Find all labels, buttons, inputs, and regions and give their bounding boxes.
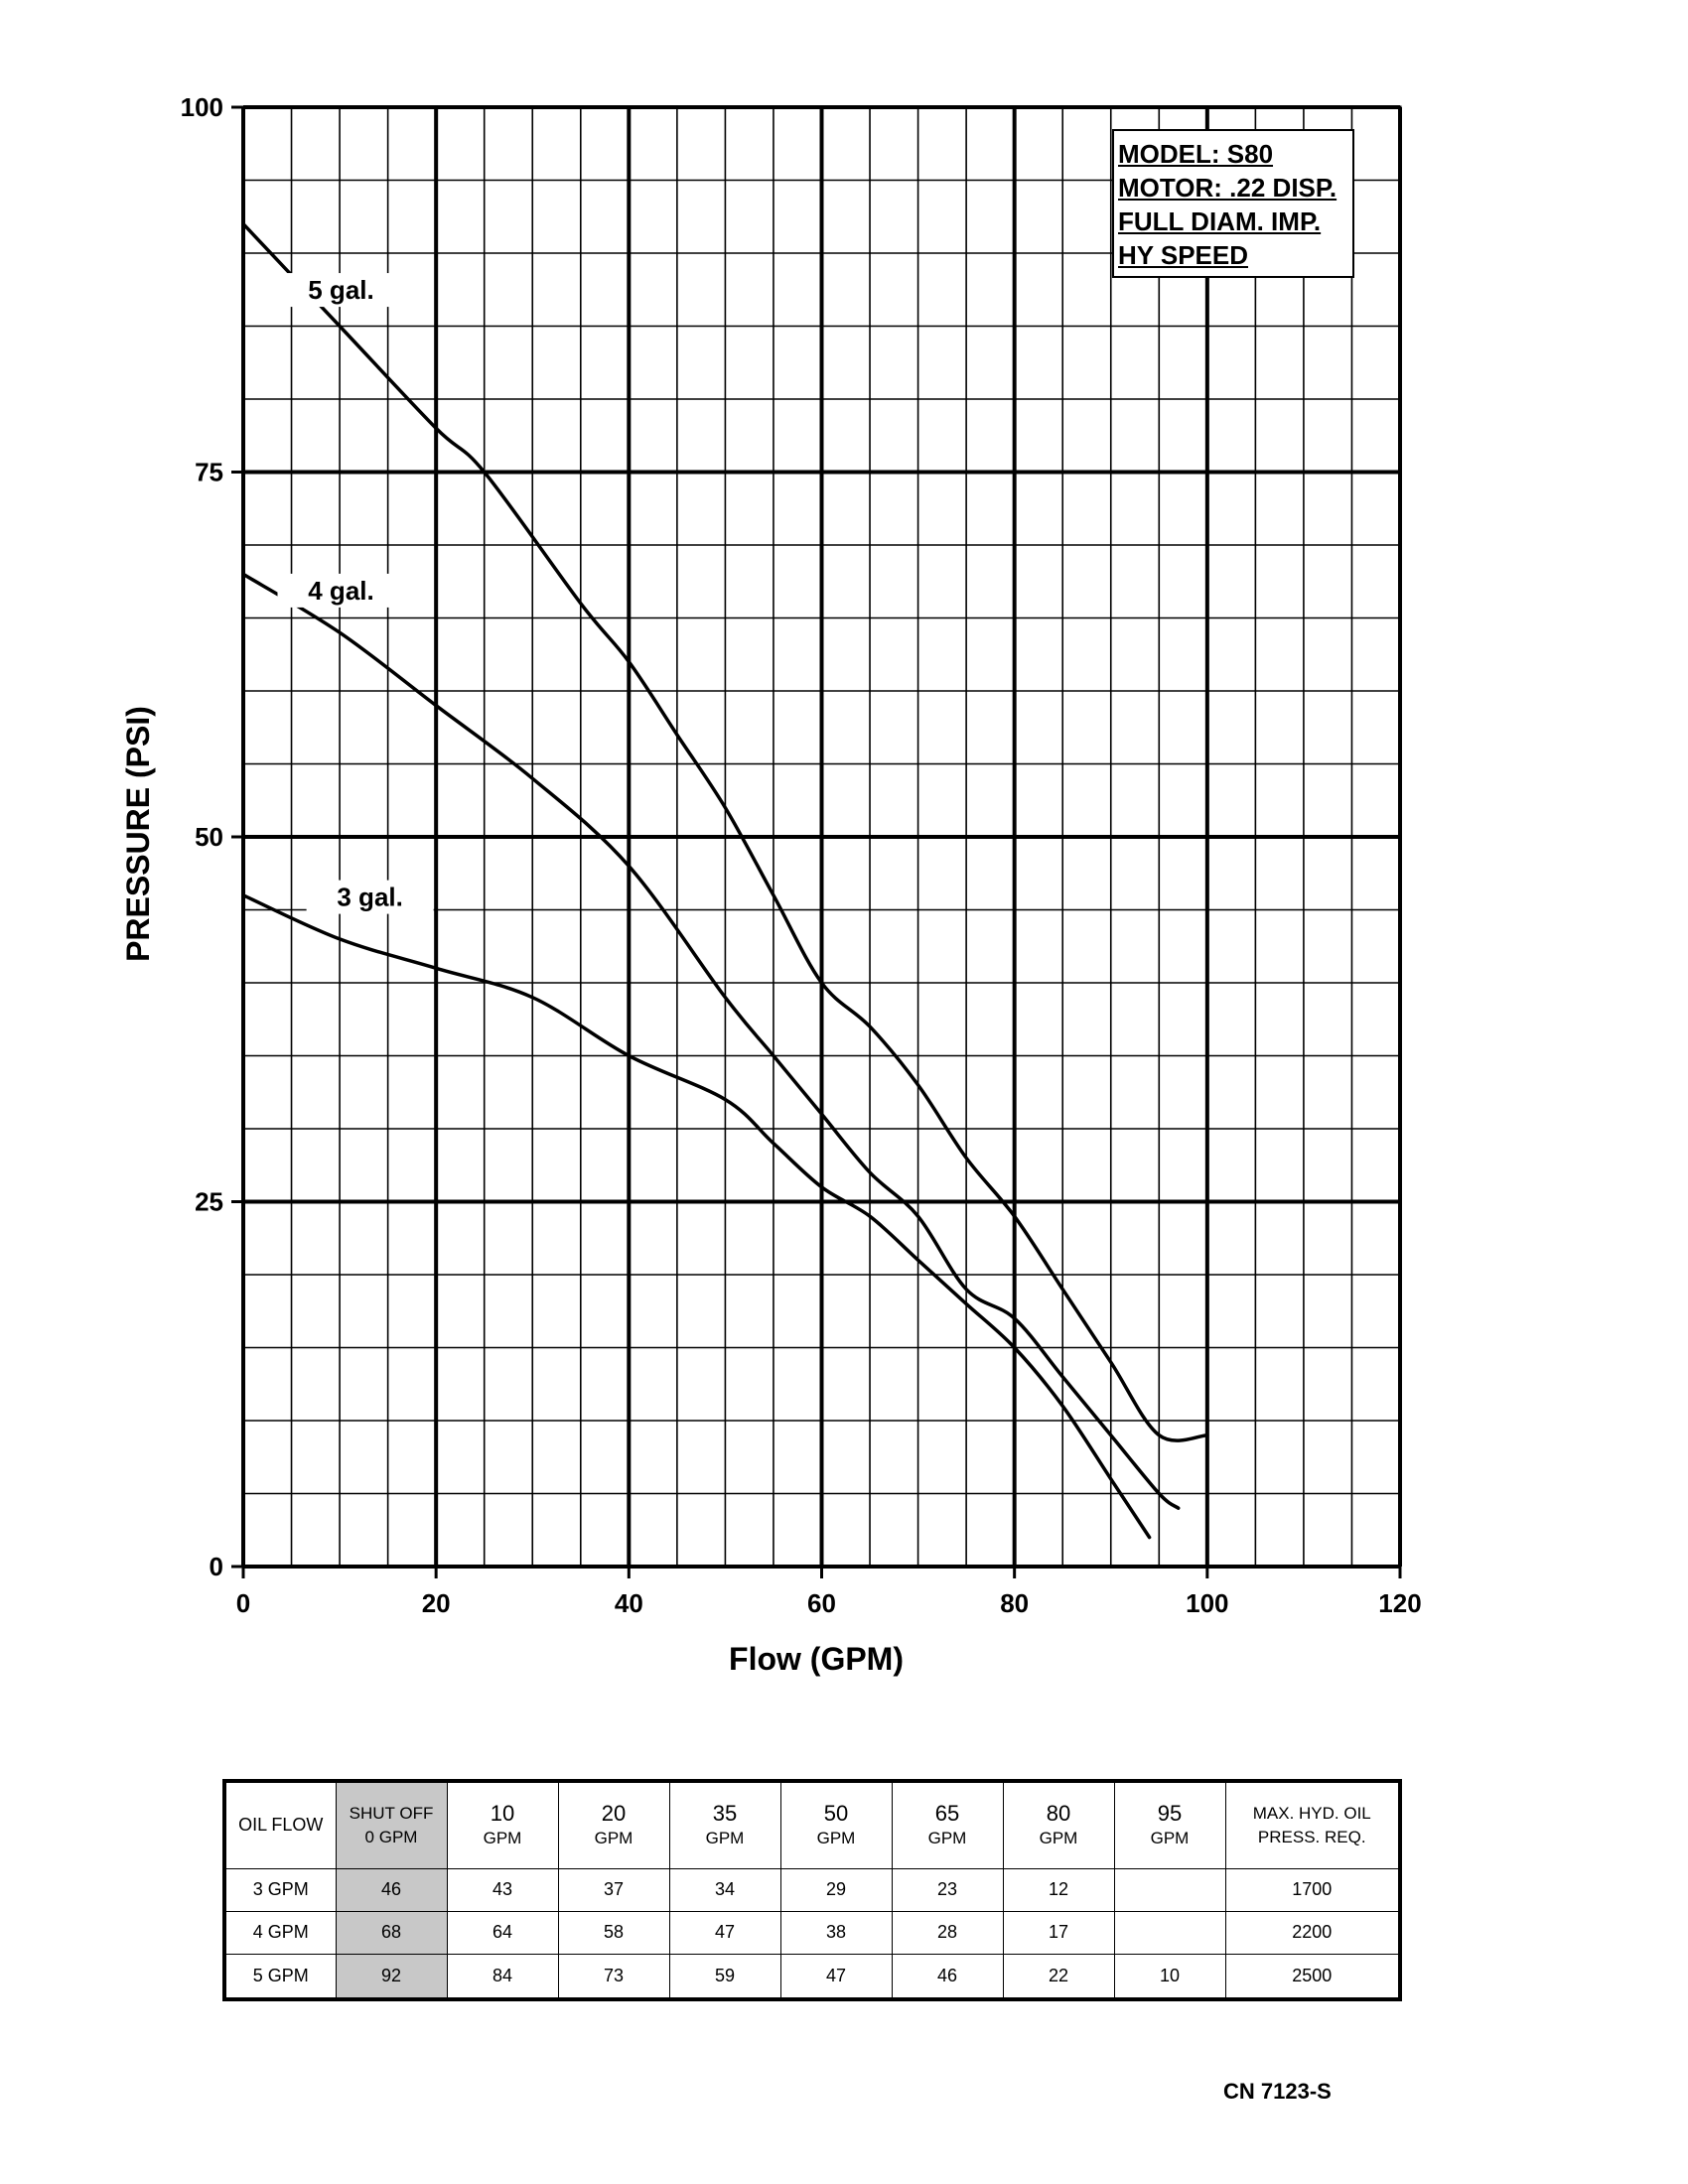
flow-unit: GPM: [1039, 1828, 1078, 1847]
x-tick-label: 120: [1378, 1588, 1421, 1618]
chart-grid: [241, 105, 1402, 1569]
flow-column-header: 35 GPM: [668, 1780, 781, 1869]
x-tick-label: 100: [1186, 1588, 1228, 1618]
series-line: [241, 572, 1181, 1510]
max-pressure-cell: 2200: [1224, 1910, 1401, 1955]
flow-unit: GPM: [1150, 1828, 1190, 1847]
model-info-line: MODEL: S80: [1118, 139, 1274, 169]
flow-value: 35: [712, 1800, 738, 1826]
y-tick-label: 25: [195, 1187, 223, 1217]
speed-info-line: HY SPEED: [1118, 240, 1249, 270]
shutoff-header: SHUT OFF 0 GPM: [335, 1780, 448, 1869]
table-cell: 23: [891, 1867, 1004, 1912]
y-tick-label: 50: [195, 822, 223, 852]
flow-value: 10: [490, 1800, 515, 1826]
table-cell: 22: [1002, 1953, 1115, 2000]
flow-column-header: 80 GPM: [1002, 1780, 1115, 1869]
flow-value: 80: [1046, 1800, 1071, 1826]
series-line: [241, 221, 1209, 1442]
series-label-background: [306, 880, 434, 914]
table-cell: 47: [779, 1953, 893, 2000]
flow-value: 95: [1157, 1800, 1183, 1826]
table-cell: 58: [557, 1910, 670, 1955]
flow-value: 20: [601, 1800, 627, 1826]
y-tick-label: 100: [181, 92, 223, 122]
flow-unit: GPM: [927, 1828, 967, 1847]
shutoff-cell: 46: [335, 1867, 448, 1912]
impeller-info-line: FULL DIAM. IMP.: [1118, 206, 1322, 236]
row-label: 4 GPM: [223, 1910, 337, 1955]
oil-flow-header: OIL FLOW: [223, 1780, 337, 1869]
max-pressure-header-text: MAX. HYD. OIL PRESS. REQ.: [1252, 1803, 1371, 1846]
row-label: 5 GPM: [223, 1953, 337, 2000]
x-tick-label: 0: [236, 1588, 250, 1618]
table-row: 5 GPM 92 84 73 59 47 46 22 10 2500: [223, 1953, 1401, 2000]
table-cell: 28: [891, 1910, 1004, 1955]
performance-table: OIL FLOW SHUT OFF 0 GPM 10 GPM 20 GPM 35 GP…: [222, 1779, 1402, 2001]
flow-value: 65: [934, 1800, 960, 1826]
flow-column-header: 65 GPM: [891, 1780, 1004, 1869]
table-header-row: OIL FLOW SHUT OFF 0 GPM 10 GPM 20 GPM 35 GP…: [223, 1780, 1401, 1869]
series-label-background: [277, 573, 405, 608]
shutoff-cell: 92: [335, 1953, 448, 2000]
series-label: 5 gal.: [308, 275, 373, 305]
table-cell: [1113, 1867, 1226, 1912]
flow-column-header: 50 GPM: [779, 1780, 893, 1869]
flow-unit: GPM: [816, 1828, 856, 1847]
series-label: 4 gal.: [308, 576, 373, 606]
table-row: 4 GPM 68 64 58 47 38 28 17 2200: [223, 1910, 1401, 1955]
table-cell: 73: [557, 1953, 670, 2000]
table-cell: 37: [557, 1867, 670, 1912]
document-code: CN 7123-S: [1223, 2079, 1332, 2104]
model-info-box: MODEL: S80 MOTOR: .22 DISP. FULL DIAM. I…: [1112, 129, 1354, 278]
flow-value: 50: [823, 1800, 849, 1826]
table-cell: 12: [1002, 1867, 1115, 1912]
table-cell: 10: [1113, 1953, 1226, 2000]
series-label: 3 gal.: [337, 883, 402, 912]
flow-column-header: 95 GPM: [1113, 1780, 1226, 1869]
table-row: 3 GPM 46 43 37 34 29 23 12 1700: [223, 1867, 1401, 1912]
flow-unit: GPM: [594, 1828, 633, 1847]
shutoff-cell: 68: [335, 1910, 448, 1955]
row-label: 3 GPM: [223, 1867, 337, 1912]
x-tick-label: 20: [422, 1588, 451, 1618]
y-axis-title: PRESSURE (PSI): [120, 706, 156, 962]
table-cell: 29: [779, 1867, 893, 1912]
table-cell: 59: [668, 1953, 781, 2000]
x-tick-label: 40: [615, 1588, 643, 1618]
max-pressure-cell: 1700: [1224, 1867, 1401, 1912]
motor-info-line: MOTOR: .22 DISP.: [1118, 173, 1337, 203]
table-cell: [1113, 1910, 1226, 1955]
flow-unit: GPM: [705, 1828, 745, 1847]
table-cell: 38: [779, 1910, 893, 1955]
flow-column-header: 10 GPM: [446, 1780, 559, 1869]
shutoff-header-bottom: 0 GPM: [364, 1827, 418, 1846]
y-tick-label: 0: [210, 1552, 223, 1581]
table-cell: 64: [446, 1910, 559, 1955]
max-pressure-header: MAX. HYD. OIL PRESS. REQ.: [1224, 1780, 1401, 1869]
flow-column-header: 20 GPM: [557, 1780, 670, 1869]
max-pressure-cell: 2500: [1224, 1953, 1401, 2000]
chart-labels: 0 20 40 60 80 100 120 0 25 50 75 100 5 gal. 4 gal. 3 g…: [181, 92, 1422, 1618]
flow-unit: GPM: [483, 1828, 522, 1847]
table-cell: 17: [1002, 1910, 1115, 1955]
table-cell: 46: [891, 1953, 1004, 2000]
shutoff-header-top: SHUT OFF: [349, 1803, 434, 1823]
table-cell: 34: [668, 1867, 781, 1912]
x-axis-title: Flow (GPM): [729, 1641, 904, 1677]
table-cell: 84: [446, 1953, 559, 2000]
table-cell: 47: [668, 1910, 781, 1955]
chart-series: [241, 221, 1209, 1540]
table-cell: 43: [446, 1867, 559, 1912]
x-tick-label: 60: [807, 1588, 836, 1618]
x-tick-label: 80: [1000, 1588, 1029, 1618]
y-tick-label: 75: [195, 458, 223, 487]
series-line: [241, 893, 1152, 1540]
series-label-background: [277, 273, 405, 308]
